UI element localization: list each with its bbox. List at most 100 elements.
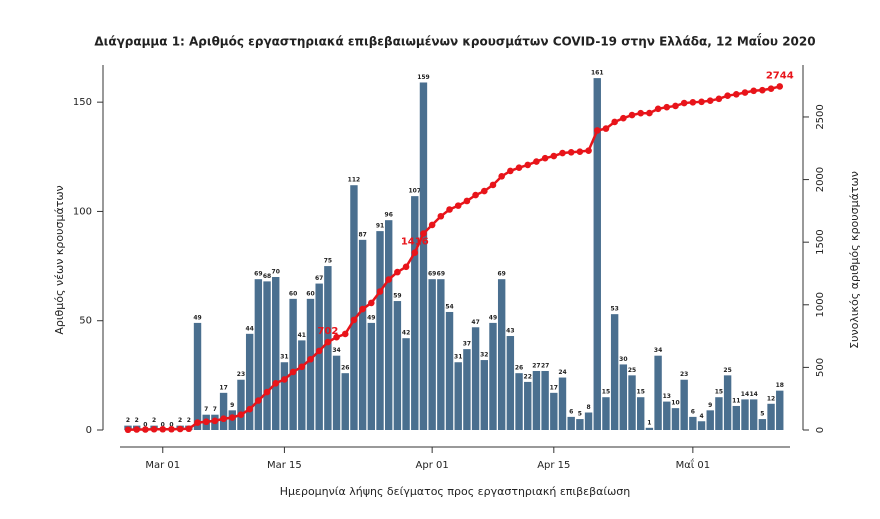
y2-tick-label: 2500 <box>815 104 826 129</box>
bar-label: 0 <box>143 422 147 429</box>
bar <box>315 283 323 430</box>
bar <box>245 333 254 430</box>
bar-label: 12 <box>767 395 775 402</box>
bar-label: 2 <box>152 417 156 424</box>
bar <box>306 298 315 430</box>
line-marker <box>611 118 618 126</box>
bar-label: 2 <box>126 417 130 424</box>
y2-tick-label: 1000 <box>815 292 826 317</box>
bar-label: 26 <box>515 365 523 372</box>
bar <box>480 360 488 430</box>
bar-label: 6 <box>691 408 695 415</box>
bar <box>610 314 619 430</box>
y-tick-label: 50 <box>79 316 92 327</box>
bar <box>550 392 558 430</box>
line-marker <box>654 105 662 113</box>
bar-label: 31 <box>454 354 462 361</box>
bar <box>645 427 654 430</box>
bar <box>445 311 454 430</box>
line-marker <box>472 191 479 199</box>
bar-label: 24 <box>558 369 566 376</box>
line-marker <box>498 173 505 180</box>
line-marker <box>480 187 488 195</box>
bar <box>289 298 297 430</box>
bar-label: 87 <box>358 231 366 238</box>
line-marker <box>593 127 601 134</box>
line-marker <box>698 98 705 106</box>
bar-label: 25 <box>628 367 636 374</box>
x-tick-label: Apr 15 <box>537 460 570 471</box>
line-marker <box>133 426 140 433</box>
bar-label: 96 <box>385 212 393 219</box>
bar <box>576 419 584 430</box>
y2-tick-label: 500 <box>815 358 826 377</box>
x-tick-label: Mar 15 <box>267 460 302 471</box>
bar-label: 15 <box>602 389 610 396</box>
line-marker <box>211 417 219 425</box>
bar-label: 91 <box>376 223 384 230</box>
line-marker <box>289 368 297 376</box>
bar <box>272 277 280 430</box>
bar <box>411 196 419 430</box>
bar <box>723 375 732 430</box>
bar-label: 112 <box>348 177 361 184</box>
line-marker <box>706 97 714 104</box>
x-tick-label: Μαΐ 01 <box>676 457 711 471</box>
bar-label: 161 <box>591 70 604 77</box>
line-marker <box>411 249 419 256</box>
bar-label: 75 <box>324 258 332 265</box>
line-marker <box>602 125 610 132</box>
line-marker <box>628 111 636 119</box>
bar <box>428 279 436 430</box>
line-marker <box>176 425 184 433</box>
bar-label: 25 <box>723 367 731 374</box>
line-marker <box>663 103 671 111</box>
y2-tick-label: 0 <box>815 427 826 433</box>
line-marker <box>220 415 227 423</box>
bar <box>324 266 332 430</box>
line-marker <box>741 89 749 96</box>
bar-label: 37 <box>463 341 471 348</box>
bar-label: 22 <box>524 373 532 380</box>
bar <box>298 340 306 430</box>
bar-label: 44 <box>245 325 253 332</box>
line-marker <box>255 397 262 404</box>
bar-label: 49 <box>193 314 201 321</box>
bar <box>358 239 367 430</box>
bar <box>280 362 289 430</box>
bar-label: 11 <box>732 397 740 404</box>
line-marker <box>541 154 549 162</box>
bar-label: 34 <box>332 347 340 354</box>
bar <box>341 373 349 430</box>
bar <box>758 419 767 430</box>
bar <box>385 220 393 430</box>
bar-label: 69 <box>254 271 262 278</box>
bar-label: 34 <box>654 347 662 354</box>
bar <box>376 231 384 430</box>
line-marker <box>324 338 332 346</box>
bar-label: 10 <box>671 400 679 407</box>
bar <box>541 370 549 430</box>
bar <box>654 355 662 430</box>
line-marker <box>507 167 514 175</box>
bar <box>776 390 784 430</box>
bar <box>237 379 245 430</box>
line-marker <box>298 363 306 371</box>
line-marker <box>759 86 766 94</box>
line-marker <box>228 414 236 421</box>
line-marker <box>376 288 384 295</box>
line-marker <box>368 299 375 307</box>
bar-label: 0 <box>169 422 173 429</box>
line-marker <box>359 305 366 313</box>
line-marker <box>620 114 627 122</box>
bar-label: 60 <box>306 290 314 297</box>
y2-tick-label: 1500 <box>815 229 826 254</box>
line-marker <box>142 426 149 433</box>
line-marker <box>124 426 132 434</box>
bar-label: 6 <box>569 408 573 415</box>
bar-label: 7 <box>204 406 208 413</box>
line-marker <box>341 330 349 338</box>
line-marker <box>150 425 158 433</box>
bar <box>497 279 506 430</box>
bar <box>532 370 541 430</box>
